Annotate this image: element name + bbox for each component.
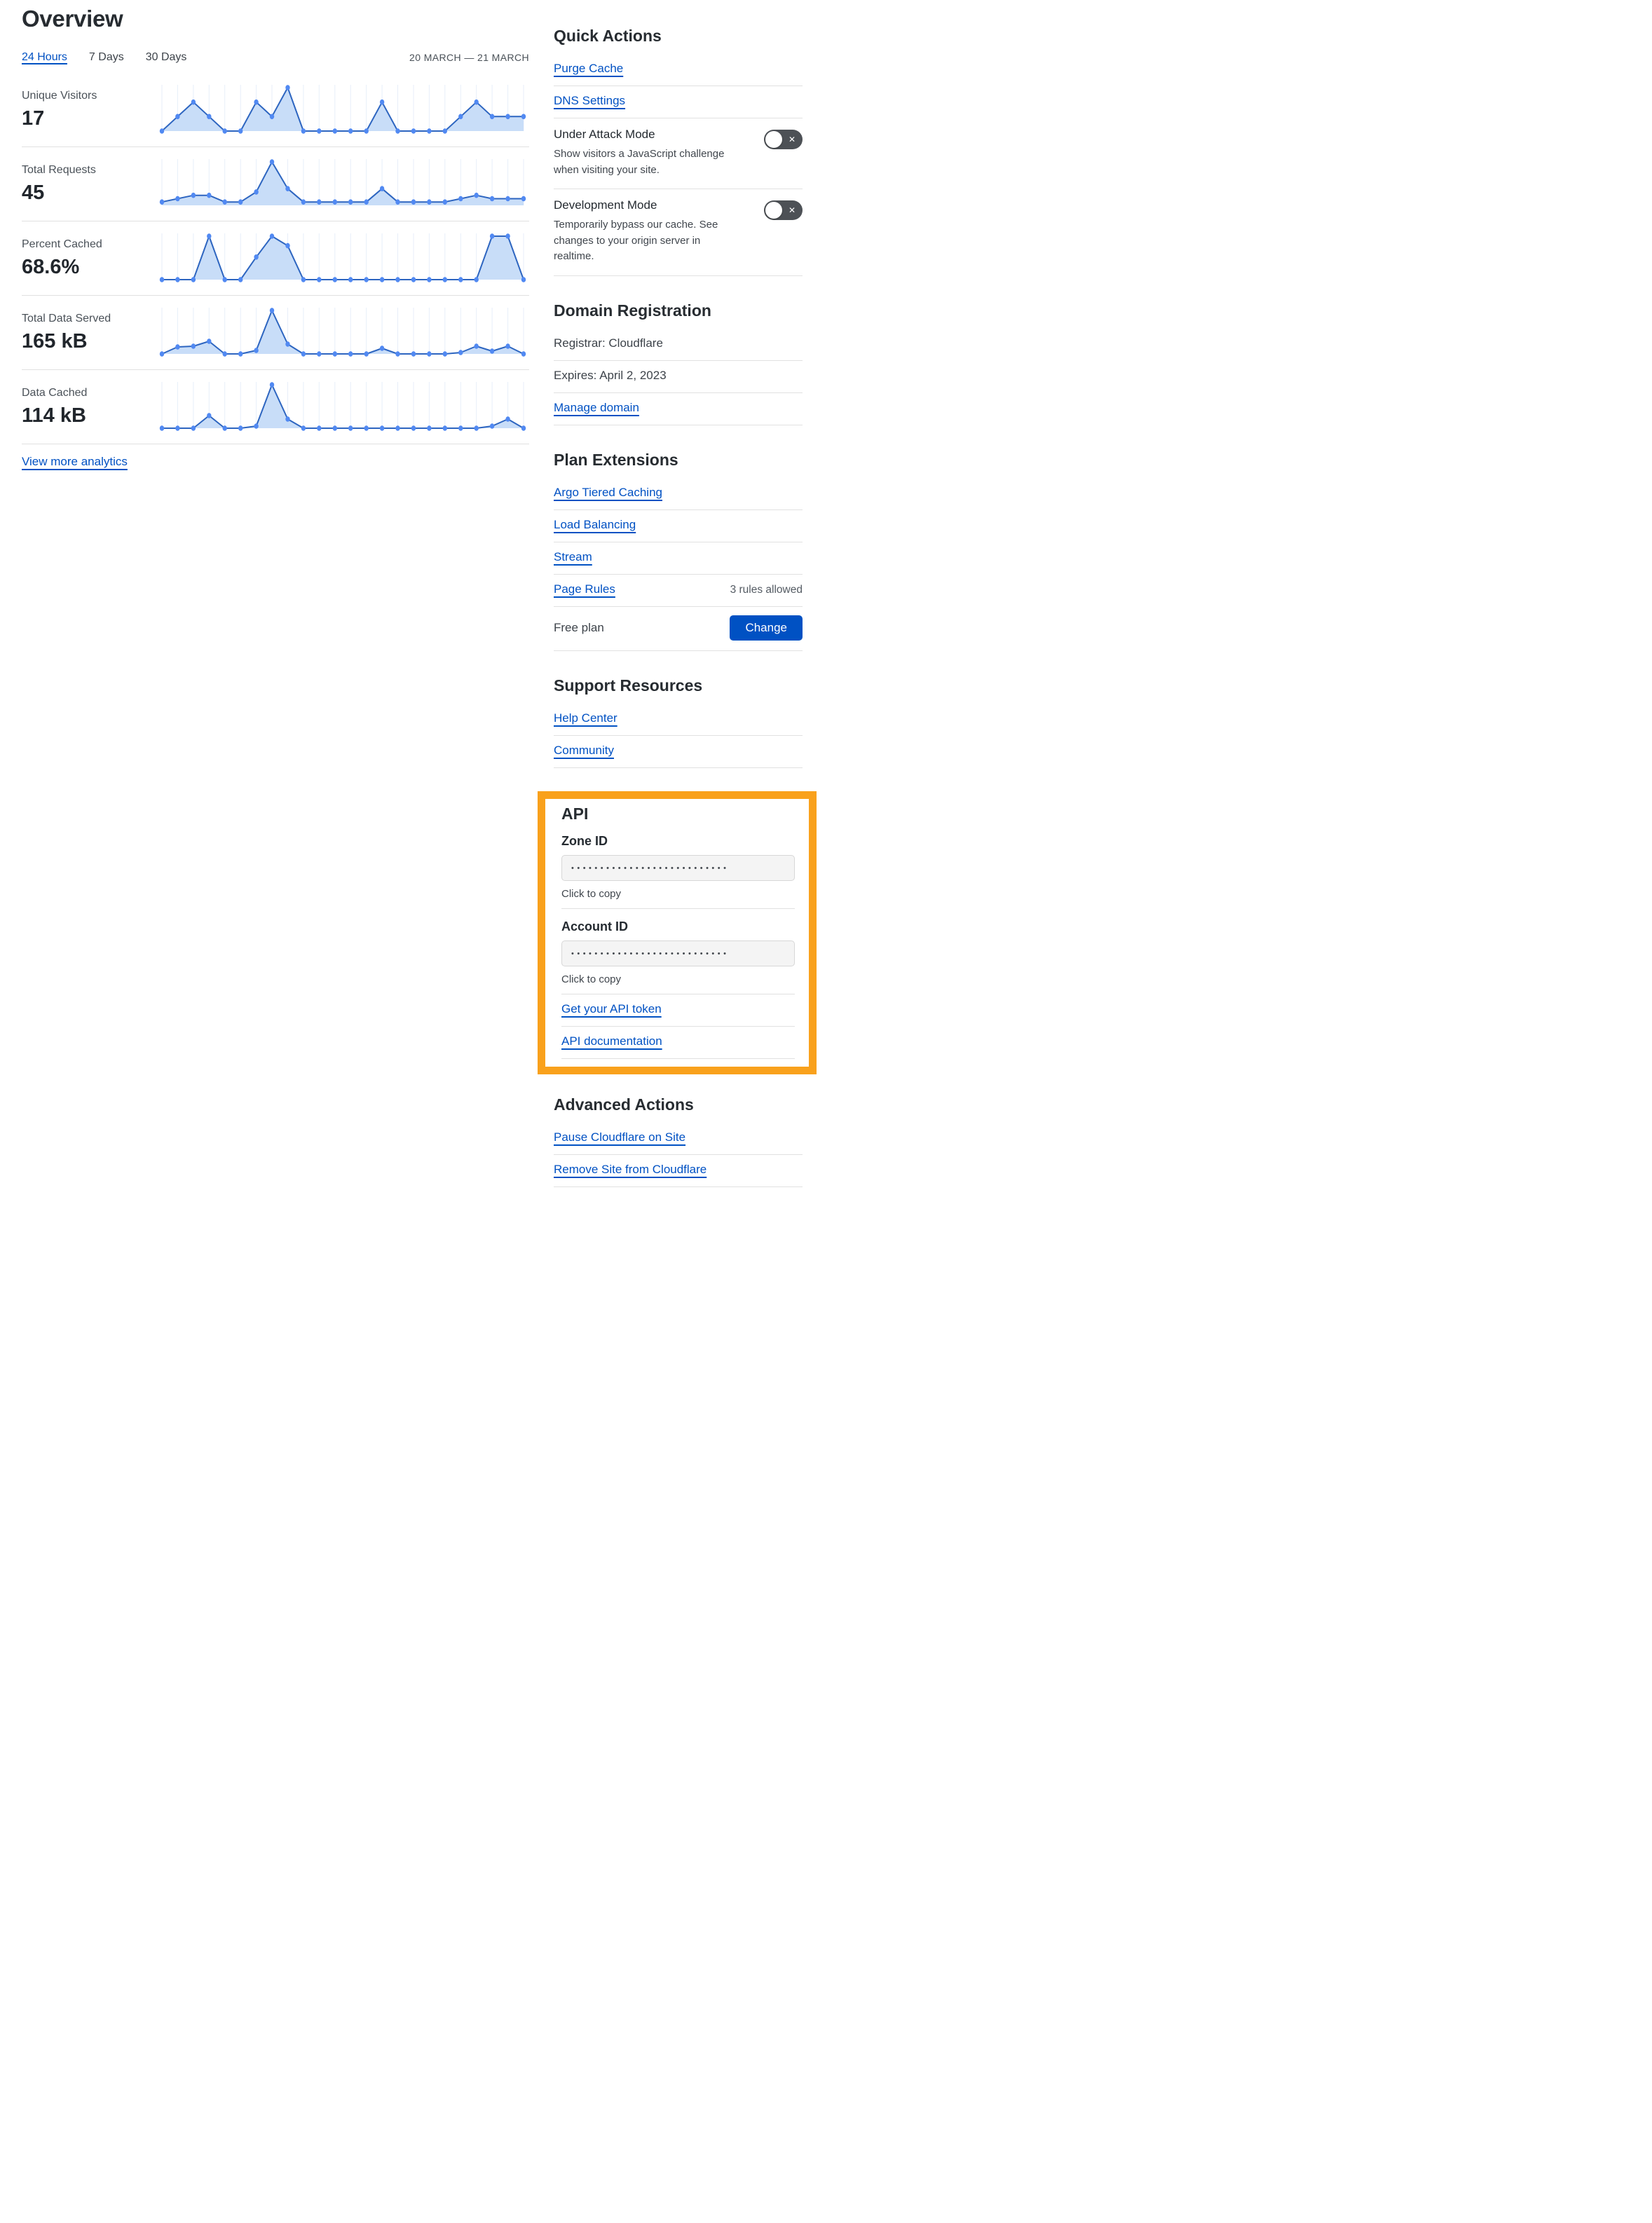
quick-action-row: DNS Settings xyxy=(554,86,803,118)
manage-domain-row: Manage domain xyxy=(554,393,803,425)
total-requests-value: 45 xyxy=(22,181,45,204)
development-mode-toggle[interactable]: ✕ xyxy=(764,200,803,220)
data-cached-label: Data Cached xyxy=(22,386,88,399)
tab-24-hours[interactable]: 24 Hours xyxy=(22,51,67,63)
get-api-token-link[interactable]: Get your API token xyxy=(561,1001,662,1015)
percent-cached-label: Percent Cached xyxy=(22,238,102,250)
chart-row-total-data-served: Total Data Served 165 kB xyxy=(22,296,529,370)
quick-actions-heading: Quick Actions xyxy=(554,27,662,45)
plan-row: Free plan Change xyxy=(554,607,803,651)
chart-row-total-requests: Total Requests 45 xyxy=(22,147,529,221)
page-rules-link[interactable]: Page Rules xyxy=(554,582,615,596)
total-requests-label: Total Requests xyxy=(22,163,96,176)
divider xyxy=(561,908,795,909)
under-attack-mode-label: Under Attack Mode xyxy=(554,128,655,141)
view-more-analytics-link[interactable]: View more analytics xyxy=(22,455,128,468)
expires-value: Expires: April 2, 2023 xyxy=(554,368,667,382)
advanced-actions-heading: Advanced Actions xyxy=(554,1095,694,1114)
account-id-field[interactable]: ••••••••••••••••••••••••••• xyxy=(561,940,795,966)
unique-visitors-value: 17 xyxy=(22,107,45,130)
under-attack-mode-description: Show visitors a JavaScript challenge whe… xyxy=(554,148,725,176)
under-attack-mode-row: Under Attack Mode Show visitors a JavaSc… xyxy=(554,118,803,189)
zone-id-label: Zone ID xyxy=(561,833,608,848)
api-link-row: Get your API token xyxy=(561,994,795,1027)
tab-30-days[interactable]: 30 Days xyxy=(145,51,187,63)
domain-registration-heading: Domain Registration xyxy=(554,301,711,320)
toggle-knob xyxy=(765,131,782,148)
advanced-action-row: Remove Site from Cloudflare xyxy=(554,1155,803,1187)
total-data-served-label: Total Data Served xyxy=(22,312,111,324)
plan-extension-row: Load Balancing xyxy=(554,510,803,542)
date-range-label: 20 MARCH — 21 MARCH xyxy=(409,52,529,63)
argo-tiered-caching-link[interactable]: Argo Tiered Caching xyxy=(554,485,662,499)
pause-cloudflare-link[interactable]: Pause Cloudflare on Site xyxy=(554,1130,686,1144)
community-link[interactable]: Community xyxy=(554,743,614,757)
purge-cache-link[interactable]: Purge Cache xyxy=(554,62,624,75)
api-section-highlighted: API Zone ID ••••••••••••••••••••••••••• … xyxy=(538,791,817,1074)
api-heading: API xyxy=(561,804,589,823)
support-row: Community xyxy=(554,736,803,768)
current-plan-label: Free plan xyxy=(554,620,604,634)
unique-visitors-sparkline xyxy=(159,85,529,135)
account-id-label: Account ID xyxy=(561,919,629,933)
data-cached-value: 114 kB xyxy=(22,404,86,427)
api-documentation-link[interactable]: API documentation xyxy=(561,1034,662,1048)
total-data-served-sparkline xyxy=(159,308,529,357)
toggle-x-icon: ✕ xyxy=(789,135,796,144)
total-requests-sparkline xyxy=(159,159,529,209)
manage-domain-link[interactable]: Manage domain xyxy=(554,400,639,414)
api-link-row: API documentation xyxy=(561,1027,795,1059)
account-id-masked-value: ••••••••••••••••••••••••••• xyxy=(571,950,730,958)
page-title: Overview xyxy=(22,6,123,32)
toggle-knob xyxy=(765,202,782,219)
development-mode-label: Development Mode xyxy=(554,198,657,212)
support-resources-heading: Support Resources xyxy=(554,676,703,695)
percent-cached-sparkline xyxy=(159,233,529,283)
development-mode-description: Temporarily bypass our cache. See change… xyxy=(554,219,718,262)
zone-id-field[interactable]: ••••••••••••••••••••••••••• xyxy=(561,854,795,881)
change-plan-button[interactable]: Change xyxy=(730,615,803,641)
development-mode-row: Development Mode Temporarily bypass our … xyxy=(554,189,803,276)
page-rules-allowance: 3 rules allowed xyxy=(730,583,803,596)
total-data-served-value: 165 kB xyxy=(22,329,88,353)
advanced-action-row: Pause Cloudflare on Site xyxy=(554,1123,803,1155)
analytics-charts: Unique Visitors 17 Total Requests 45 Per… xyxy=(22,73,529,444)
support-row: Help Center xyxy=(554,704,803,736)
tab-7-days[interactable]: 7 Days xyxy=(88,51,124,63)
plan-extensions-heading: Plan Extensions xyxy=(554,450,678,469)
page-rules-row: Page Rules 3 rules allowed xyxy=(554,575,803,607)
quick-action-row: Purge Cache xyxy=(554,54,803,86)
remove-site-link[interactable]: Remove Site from Cloudflare xyxy=(554,1162,707,1176)
expires-row: Expires: April 2, 2023 xyxy=(554,361,803,393)
overview-main: Overview 24 Hours 7 Days 30 Days 20 MARC… xyxy=(22,0,529,469)
plan-extension-row: Argo Tiered Caching xyxy=(554,478,803,510)
sidebar: Quick Actions Purge Cache DNS Settings U… xyxy=(538,0,817,1187)
zone-id-copy-hint: Click to copy xyxy=(561,887,622,900)
registrar-value: Registrar: Cloudflare xyxy=(554,336,663,350)
chart-row-data-cached: Data Cached 114 kB xyxy=(22,370,529,444)
chart-row-unique-visitors: Unique Visitors 17 xyxy=(22,73,529,147)
zone-id-masked-value: ••••••••••••••••••••••••••• xyxy=(571,864,730,873)
registrar-row: Registrar: Cloudflare xyxy=(554,329,803,361)
percent-cached-value: 68.6% xyxy=(22,255,80,278)
help-center-link[interactable]: Help Center xyxy=(554,711,617,725)
dns-settings-link[interactable]: DNS Settings xyxy=(554,94,626,107)
plan-extension-row: Stream xyxy=(554,542,803,575)
load-balancing-link[interactable]: Load Balancing xyxy=(554,517,636,531)
unique-visitors-label: Unique Visitors xyxy=(22,89,97,102)
data-cached-sparkline xyxy=(159,382,529,432)
chart-row-percent-cached: Percent Cached 68.6% xyxy=(22,221,529,296)
toggle-x-icon: ✕ xyxy=(789,205,796,215)
account-id-copy-hint: Click to copy xyxy=(561,973,622,985)
under-attack-mode-toggle[interactable]: ✕ xyxy=(764,130,803,149)
stream-link[interactable]: Stream xyxy=(554,549,592,563)
time-range-tabs: 24 Hours 7 Days 30 Days 20 MARCH — 21 MA… xyxy=(22,51,529,64)
